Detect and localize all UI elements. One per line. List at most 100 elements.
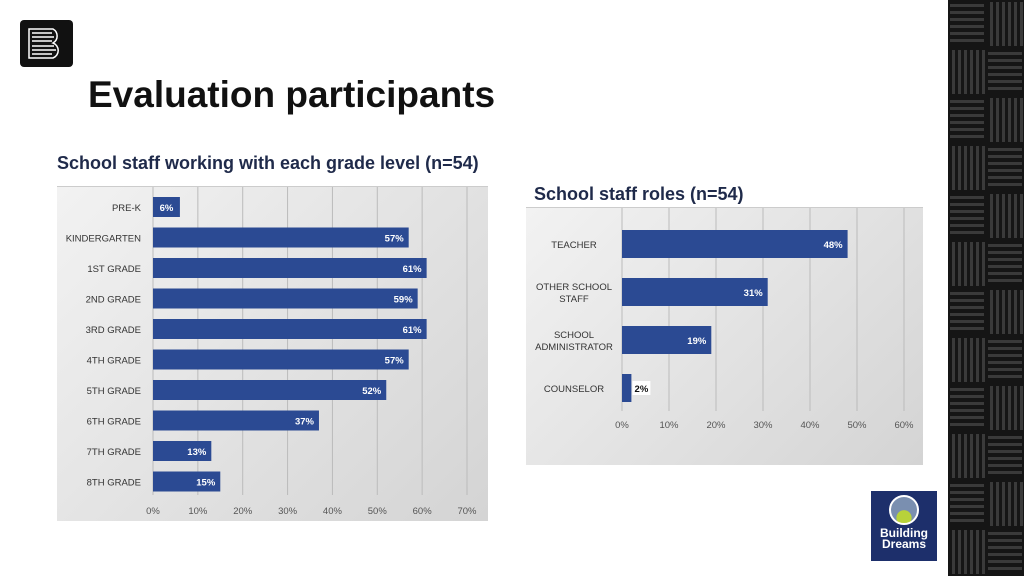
chart-title-grade: School staff working with each grade lev… [57, 153, 479, 173]
weave-stripe [988, 361, 1022, 364]
chart-roles: 0% 10% 20% 30% 40% 50% 60% TEACHER 48% OTHER SCHO… [526, 207, 923, 465]
weave-stripe [950, 306, 984, 309]
category-label: COUNSELOR [544, 384, 604, 395]
category-label: 6TH GRADE [87, 417, 141, 428]
bar [622, 230, 848, 258]
weave-stripe [988, 80, 1022, 83]
weave-stripe [950, 313, 984, 316]
bar [153, 471, 221, 492]
weave-stripe [988, 169, 1022, 172]
weave-stripe [950, 299, 984, 302]
category-label: STAFF [559, 294, 589, 305]
tick-label: 10% [188, 506, 208, 517]
weave-stripe [988, 176, 1022, 179]
category-label: KINDERGARTEN [66, 234, 141, 245]
bar [153, 441, 212, 461]
bar [153, 319, 427, 339]
category-label: PRE-K [112, 203, 142, 214]
weave-stripe [952, 50, 955, 94]
weave-stripe [964, 146, 967, 190]
weave-stripe [970, 338, 973, 382]
weave-stripe [988, 347, 1022, 350]
weave-stripe [996, 290, 999, 334]
weave-stripe [988, 567, 1022, 570]
weave-stripe [1008, 194, 1011, 238]
weave-stripe [1002, 482, 1005, 526]
weave-stripe [950, 25, 984, 28]
weave-stripe [988, 560, 1022, 563]
weave-stripe [952, 242, 955, 286]
bar [622, 374, 632, 402]
tick-label: 40% [800, 420, 820, 431]
weave-stripe [996, 98, 999, 142]
weave-stripe [950, 327, 984, 330]
weave-stripe [950, 505, 984, 508]
weave-stripe [982, 434, 985, 478]
data-label: 37% [295, 417, 315, 428]
weave-stripe [988, 59, 1022, 62]
weave-stripe [988, 457, 1022, 460]
tick-label: 30% [278, 506, 298, 517]
weave-stripe [1002, 194, 1005, 238]
tick-label: 50% [368, 506, 388, 517]
weave-stripe [952, 338, 955, 382]
weave-stripe [1020, 2, 1023, 46]
weave-stripe [988, 471, 1022, 474]
category-label: SCHOOL [554, 330, 594, 341]
weave-stripe [958, 242, 961, 286]
brand-logo [20, 20, 73, 67]
weave-stripe [988, 183, 1022, 186]
weave-stripe [958, 338, 961, 382]
bar [153, 258, 427, 278]
weave-stripe [990, 386, 993, 430]
weave-stripe [952, 146, 955, 190]
weave-stripe [950, 409, 984, 412]
weave-stripe [988, 436, 1022, 439]
weave-stripe [1008, 386, 1011, 430]
category-label: ADMINISTRATOR [535, 342, 613, 353]
tick-label: 60% [894, 420, 914, 431]
weave-stripe [990, 98, 993, 142]
weave-stripe [950, 484, 984, 487]
weave-stripe [950, 402, 984, 405]
weave-stripe [950, 128, 984, 131]
data-label: 57% [385, 234, 405, 245]
data-label: 31% [744, 288, 764, 299]
weave-stripe [970, 242, 973, 286]
bar [153, 288, 418, 309]
weave-stripe [950, 196, 984, 199]
weave-stripe [982, 242, 985, 286]
category-label: 2ND GRADE [86, 295, 141, 306]
weave-stripe [950, 320, 984, 323]
weave-stripe [964, 434, 967, 478]
tick-label: 60% [413, 506, 433, 517]
bar [622, 326, 712, 354]
weave-stripe [988, 464, 1022, 467]
weave-stripe [1020, 482, 1023, 526]
tick-label: 20% [706, 420, 726, 431]
weave-stripe [952, 530, 955, 574]
weave-stripe [958, 50, 961, 94]
weave-stripe [988, 265, 1022, 268]
weave-stripe [988, 443, 1022, 446]
data-label: 6% [160, 203, 174, 214]
weave-stripe [988, 539, 1022, 542]
weave-stripe [950, 519, 984, 522]
bar [153, 349, 409, 370]
data-label: 19% [687, 336, 707, 347]
weave-stripe [988, 368, 1022, 371]
weave-stripe [1002, 290, 1005, 334]
weave-stripe [988, 546, 1022, 549]
weave-stripe [988, 66, 1022, 69]
weave-stripe [1014, 386, 1017, 430]
decorative-weave-pattern [948, 0, 1024, 576]
weave-stripe [988, 87, 1022, 90]
weave-stripe [990, 290, 993, 334]
weave-stripe [988, 162, 1022, 165]
weave-stripe [990, 194, 993, 238]
weave-stripe [950, 512, 984, 515]
weave-stripe [1020, 386, 1023, 430]
weave-stripe [950, 491, 984, 494]
data-label: 61% [403, 264, 423, 275]
chart-title-roles: School staff roles (n=54) [534, 184, 744, 204]
